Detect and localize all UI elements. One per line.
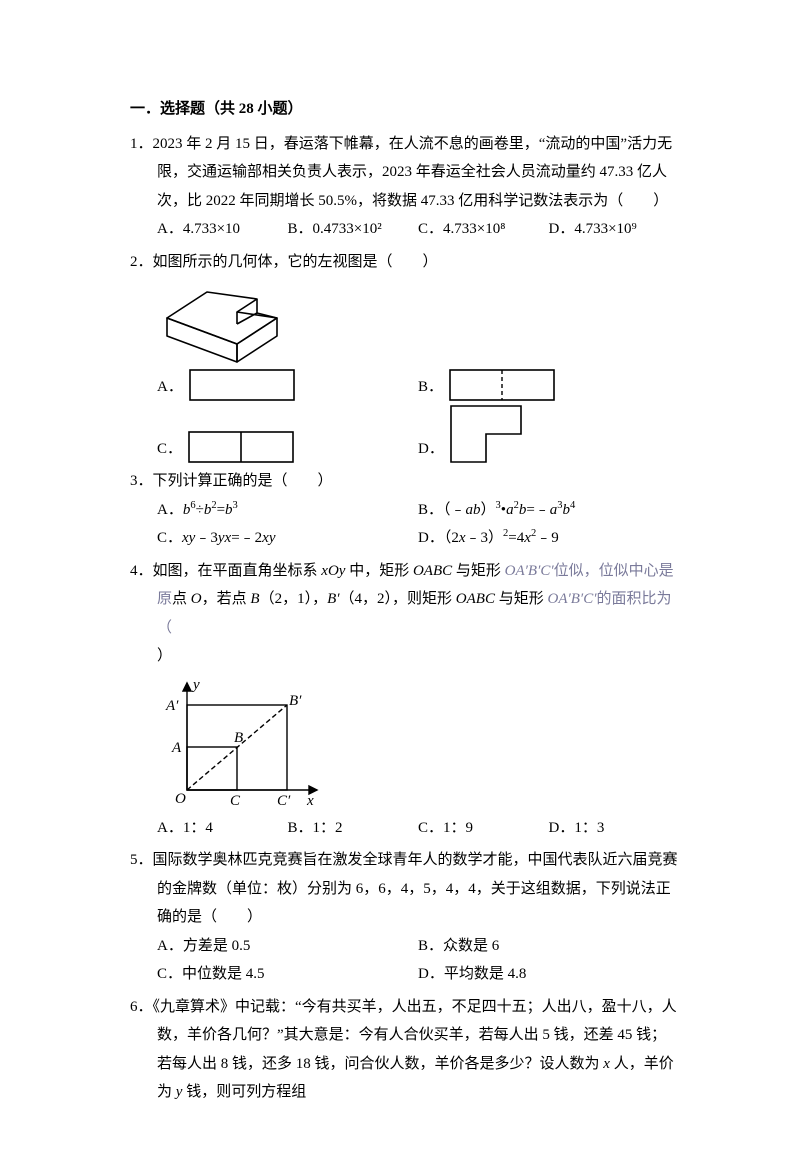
svg-text:A: A (171, 740, 182, 756)
question-2: 2．如图所示的几何体，它的左视图是（ ） (130, 248, 679, 464)
q4-opt-a: A．1：4 (157, 814, 288, 843)
q5-num: 5． (130, 852, 153, 868)
q4-options: A．1：4 B．1：2 C．1：9 D．1：3 (130, 814, 679, 843)
q5-opt-c: C．中位数是 4.5 (157, 960, 418, 989)
q2-opt-b-label: B． (418, 373, 443, 402)
q3-opt-d: D．（2x﹣3）2=4x2﹣9 (418, 524, 679, 553)
q4-text: 4．如图，在平面直角坐标系 xOy 中，矩形 OABC 与矩形 OA′B′C′位… (130, 557, 679, 671)
q4-graph: y A′ B′ A B O C C′ x (157, 675, 322, 810)
q1-opt-b: B．0.4733×10² (288, 215, 419, 244)
q5-opt-a: A．方差是 0.5 (157, 932, 418, 961)
q1-opt-c: C．4.733×10⁸ (418, 215, 549, 244)
svg-text:y: y (191, 677, 200, 693)
section-heading: 一．选择题（共 28 小题） (130, 95, 679, 124)
svg-text:B′: B′ (289, 693, 302, 709)
q4-opt-b: B．1：2 (288, 814, 419, 843)
q1-text: 2023 年 2 月 15 日，春运落下帷幕，在人流不息的画卷里，“流动的中国”… (153, 136, 673, 209)
q2-num: 2． (130, 254, 153, 270)
q2-opt-a-label: A． (157, 373, 183, 402)
q2-opt-c-label: C． (157, 435, 182, 464)
q2-solid-figure (157, 280, 307, 365)
q5-opt-b: B．众数是 6 (418, 932, 679, 961)
question-6: 6．《九章算术》中记载：“今有共买羊，人出五，不足四十五；人出八，盈十八，人数，… (130, 993, 679, 1107)
q3-opt-c: C．xy﹣3yx=﹣2xy (157, 524, 418, 553)
q1-opt-a: A．4.733×10 (157, 215, 288, 244)
question-5: 5．国际数学奥林匹克竞赛旨在激发全球青年人的数学才能，中国代表队近六届竞赛的金牌… (130, 846, 679, 989)
q4-opt-c: C．1：9 (418, 814, 549, 843)
svg-text:x: x (306, 793, 314, 809)
q5-text: 国际数学奥林匹克竞赛旨在激发全球青年人的数学才能，中国代表队近六届竞赛的金牌数（… (153, 852, 678, 925)
question-1: 1．2023 年 2 月 15 日，春运落下帷幕，在人流不息的画卷里，“流动的中… (130, 130, 679, 244)
q3-opt-b: B．（﹣ab）3•a2b=﹣a3b4 (418, 496, 679, 525)
q4-opt-d: D．1：3 (549, 814, 680, 843)
q3-opt-a: A．b6÷b2=b3 (157, 496, 418, 525)
svg-text:A′: A′ (165, 698, 179, 714)
svg-text:O: O (175, 791, 186, 807)
q2-text: 如图所示的几何体，它的左视图是（ ） (153, 254, 438, 270)
svg-text:C: C (230, 793, 241, 809)
q3-text: 下列计算正确的是（ ） (153, 473, 333, 489)
q2-opt-b-figure (449, 369, 555, 401)
svg-text:C′: C′ (277, 793, 291, 809)
q1-num: 1． (130, 136, 153, 152)
q2-opt-c-figure (188, 431, 294, 463)
q6-text: 《九章算术》中记载：“今有共买羊，人出五，不足四十五；人出八，盈十八，人数，羊价… (153, 999, 677, 1101)
q1-options: A．4.733×10 B．0.4733×10² C．4.733×10⁸ D．4.… (130, 215, 679, 244)
q1-opt-d: D．4.733×10⁹ (549, 215, 680, 244)
q2-opt-d-figure (450, 405, 522, 463)
q5-opt-d: D．平均数是 4.8 (418, 960, 679, 989)
q2-opt-d-label: D． (418, 435, 444, 464)
q2-opt-a-figure (189, 369, 295, 401)
q6-num: 6． (130, 999, 153, 1015)
question-4: 4．如图，在平面直角坐标系 xOy 中，矩形 OABC 与矩形 OA′B′C′位… (130, 557, 679, 843)
svg-text:B: B (234, 730, 243, 746)
q3-num: 3． (130, 473, 153, 489)
question-3: 3．下列计算正确的是（ ） A．b6÷b2=b3 B．（﹣ab）3•a2b=﹣a… (130, 467, 679, 553)
